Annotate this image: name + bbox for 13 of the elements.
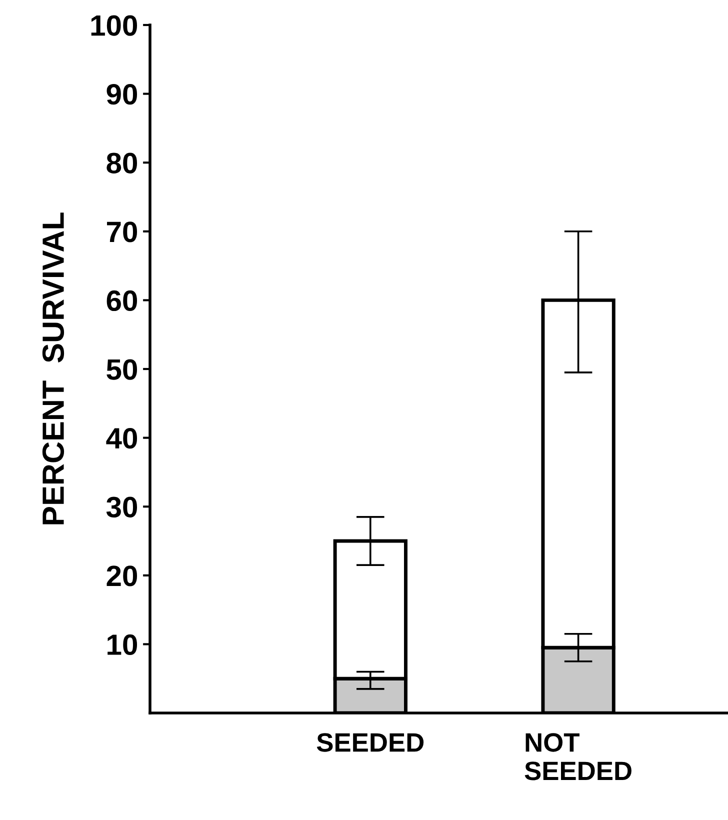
y-tick-label: 10 bbox=[108, 634, 137, 656]
y-tick-label: 100 bbox=[91, 15, 138, 36]
y-tick-label: 30 bbox=[106, 496, 137, 518]
y-tick-label: 50 bbox=[106, 359, 137, 380]
y-axis-title: PERCENT SURVIVAL bbox=[42, 212, 64, 524]
y-tick-label: 80 bbox=[106, 152, 137, 174]
y-tick-label: 90 bbox=[106, 84, 137, 105]
y-tick-label: 20 bbox=[106, 566, 137, 586]
y-tick-label: 40 bbox=[106, 428, 137, 449]
y-tick-label: 70 bbox=[107, 222, 137, 242]
x-tick-label: NOT SEEDED bbox=[524, 733, 632, 780]
y-tick-label: 60 bbox=[106, 290, 137, 312]
x-tick-label: SEEDED bbox=[316, 733, 424, 752]
